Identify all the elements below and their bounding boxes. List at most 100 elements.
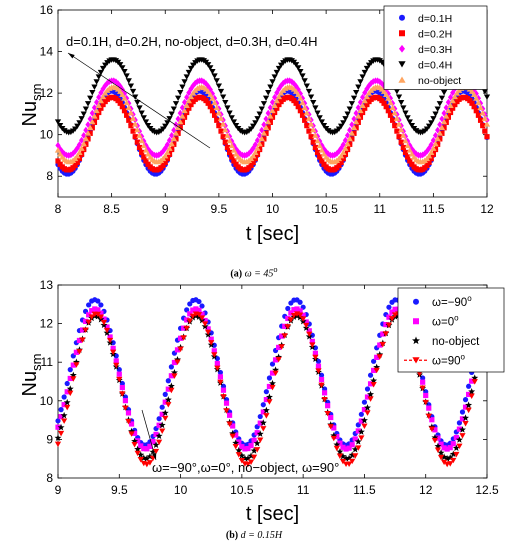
data-point [361, 423, 368, 430]
data-point [168, 387, 175, 394]
data-point [190, 82, 196, 89]
data-point [430, 145, 437, 151]
data-point [259, 126, 265, 134]
data-point [190, 90, 197, 96]
data-point [351, 130, 357, 136]
data-point [174, 359, 181, 366]
x-tick-label: 9 [162, 202, 169, 216]
x-tick-label: 10 [266, 202, 280, 216]
data-point [177, 90, 184, 96]
data-point [117, 100, 123, 106]
data-point [74, 152, 81, 159]
data-point [150, 438, 156, 445]
data-point [431, 433, 439, 441]
x-tick-label: 11.5 [422, 202, 445, 216]
data-point [426, 144, 432, 152]
data-point [140, 142, 147, 149]
data-point [477, 104, 484, 111]
data-point [250, 447, 258, 454]
data-point [214, 360, 220, 367]
data-point [119, 391, 126, 397]
x-tick-label: 8 [55, 202, 62, 216]
data-point [57, 430, 65, 437]
data-point [222, 139, 228, 145]
data-point [333, 441, 341, 448]
data-point [213, 104, 220, 111]
data-point [275, 353, 283, 361]
data-point [125, 418, 132, 425]
data-point [481, 88, 488, 95]
data-point [358, 411, 364, 417]
data-point [72, 358, 80, 366]
y-tick-label: 16 [40, 3, 54, 17]
data-point [187, 301, 193, 307]
data-point [263, 397, 269, 403]
data-point [152, 448, 160, 455]
data-point [295, 91, 302, 97]
data-point [136, 144, 143, 151]
data-point [359, 102, 366, 109]
data-point [165, 402, 172, 408]
data-point [439, 115, 445, 123]
data-point [174, 347, 181, 353]
legend-label-sup: o [461, 352, 466, 361]
data-point [85, 319, 92, 326]
data-point [107, 334, 113, 340]
data-point [217, 88, 225, 95]
data-point [312, 105, 319, 111]
data-point [367, 390, 375, 398]
data-point [161, 409, 169, 416]
data-point [471, 379, 478, 385]
data-point [78, 116, 85, 122]
data-point [78, 145, 85, 151]
data-point [134, 450, 141, 457]
data-point [98, 310, 104, 316]
data-point [453, 434, 459, 441]
data-point [475, 99, 482, 106]
data-point [349, 136, 355, 142]
legend-label-sup: o [467, 294, 472, 303]
data-point [164, 141, 170, 148]
data-point [134, 126, 141, 133]
caption-a-label: (a) [230, 268, 243, 280]
data-point [247, 452, 255, 459]
data-point [265, 109, 271, 117]
data-point [104, 324, 110, 330]
data-point [85, 136, 91, 142]
data-point [426, 159, 432, 165]
data-point [471, 374, 479, 381]
data-point [227, 149, 233, 156]
data-point [164, 120, 171, 126]
legend-marker [413, 298, 419, 305]
data-point [260, 402, 266, 408]
legend-marker [413, 318, 419, 325]
data-point [58, 407, 64, 413]
data-point [188, 101, 194, 108]
data-point [340, 156, 346, 162]
annotation: ω=−90°,ω=0°, no−object, ω=90° [141, 409, 339, 475]
data-point [379, 341, 386, 348]
data-point [385, 95, 392, 101]
data-point [128, 123, 134, 129]
data-point [80, 140, 87, 147]
data-point [162, 415, 169, 422]
data-point [125, 104, 132, 111]
data-point [216, 123, 222, 129]
data-point [138, 443, 144, 449]
data-point [227, 412, 233, 418]
data-point [445, 98, 451, 106]
data-point [183, 74, 190, 80]
data-point [241, 454, 249, 462]
data-point [275, 356, 282, 363]
data-point [177, 118, 184, 125]
data-point [99, 65, 107, 72]
data-point [137, 457, 144, 463]
data-point [430, 116, 437, 122]
data-point [349, 442, 355, 448]
data-point [310, 139, 316, 145]
data-point [57, 161, 63, 167]
caption-a-text: ω = 45 [244, 268, 274, 280]
y-tick-label: 8 [46, 169, 53, 183]
data-point [303, 322, 310, 329]
data-point [86, 302, 92, 308]
